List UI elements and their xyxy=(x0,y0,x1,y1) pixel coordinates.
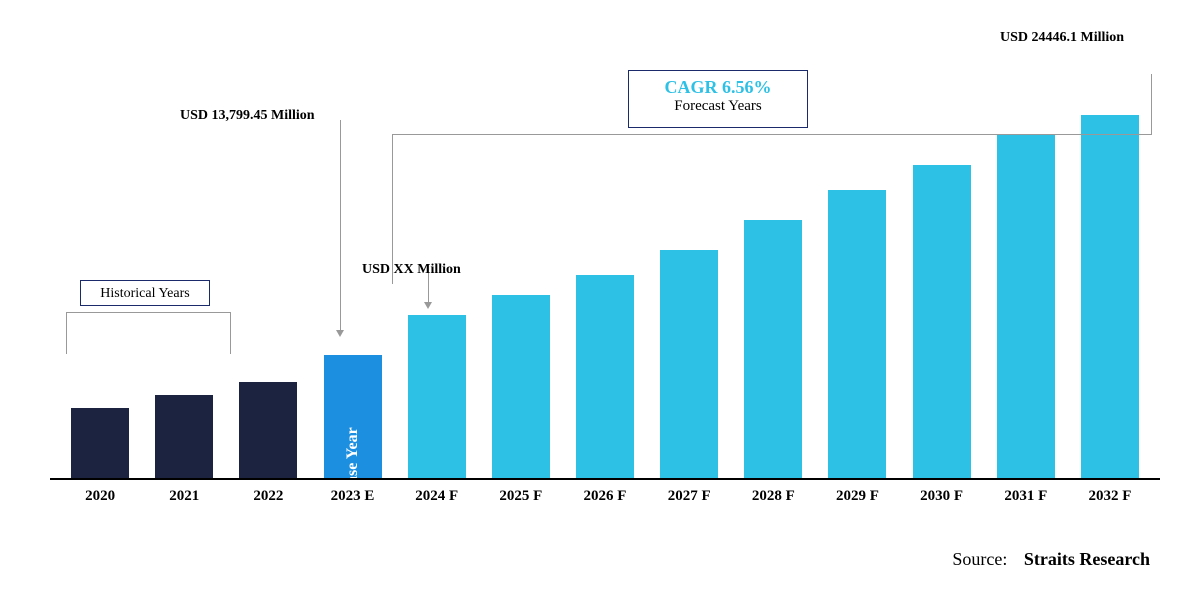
x-axis-label: 2032 F xyxy=(1068,488,1152,505)
chart-plot: Base Year xyxy=(50,40,1160,480)
bar-2024-f xyxy=(408,315,466,480)
bar-2023-e: Base Year xyxy=(324,355,382,480)
x-axis-labels: 2020202120222023 E2024 F2025 F2026 F2027… xyxy=(50,488,1160,505)
source-value: Straits Research xyxy=(1012,549,1150,569)
x-axis-label: 2023 E xyxy=(310,488,394,505)
bar-wrap xyxy=(142,40,226,480)
bar-wrap xyxy=(226,40,310,480)
x-axis-label: 2030 F xyxy=(900,488,984,505)
bar-2020 xyxy=(71,408,129,480)
x-axis-label: 2026 F xyxy=(563,488,647,505)
bar-2029-f xyxy=(828,190,886,480)
bar-wrap xyxy=(58,40,142,480)
historical-years-label: Historical Years xyxy=(100,286,189,301)
bar-wrap xyxy=(1068,40,1152,480)
value-label-2024: USD XX Million xyxy=(362,262,461,278)
value-label-2032: USD 24446.1 Million xyxy=(1000,30,1124,46)
forecast-years-label: Forecast Years xyxy=(633,98,803,115)
source-attribution: Source: Straits Research xyxy=(952,549,1150,570)
base-year-label: Base Year xyxy=(344,427,362,494)
bar-2028-f xyxy=(744,220,802,480)
x-axis-label: 2029 F xyxy=(815,488,899,505)
bar-2022 xyxy=(239,382,297,480)
cagr-value: CAGR 6.56% xyxy=(633,77,803,98)
bar-2026-f xyxy=(576,275,634,480)
bar-2025-f xyxy=(492,295,550,480)
x-axis-label: 2027 F xyxy=(647,488,731,505)
bar-2027-f xyxy=(660,250,718,480)
bar-wrap xyxy=(815,40,899,480)
x-axis-label: 2024 F xyxy=(395,488,479,505)
bar-2031-f xyxy=(997,135,1055,480)
bar-group: Base Year xyxy=(50,40,1160,480)
x-axis-label: 2022 xyxy=(226,488,310,505)
bar-wrap xyxy=(479,40,563,480)
source-label: Source: xyxy=(952,549,1007,569)
x-axis-label: 2020 xyxy=(58,488,142,505)
bar-2030-f xyxy=(913,165,971,480)
bar-wrap: Base Year xyxy=(310,40,394,480)
historical-years-box: Historical Years xyxy=(80,280,210,306)
x-axis-label: 2021 xyxy=(142,488,226,505)
value-label-2023: USD 13,799.45 Million xyxy=(180,108,315,124)
x-axis-label: 2028 F xyxy=(731,488,815,505)
bar-wrap xyxy=(395,40,479,480)
bar-wrap xyxy=(984,40,1068,480)
x-axis-baseline xyxy=(50,478,1160,480)
bar-wrap xyxy=(900,40,984,480)
x-axis-label: 2031 F xyxy=(984,488,1068,505)
cagr-forecast-box: CAGR 6.56% Forecast Years xyxy=(628,70,808,128)
bar-2032-f xyxy=(1081,115,1139,480)
bar-2021 xyxy=(155,395,213,480)
x-axis-label: 2025 F xyxy=(479,488,563,505)
